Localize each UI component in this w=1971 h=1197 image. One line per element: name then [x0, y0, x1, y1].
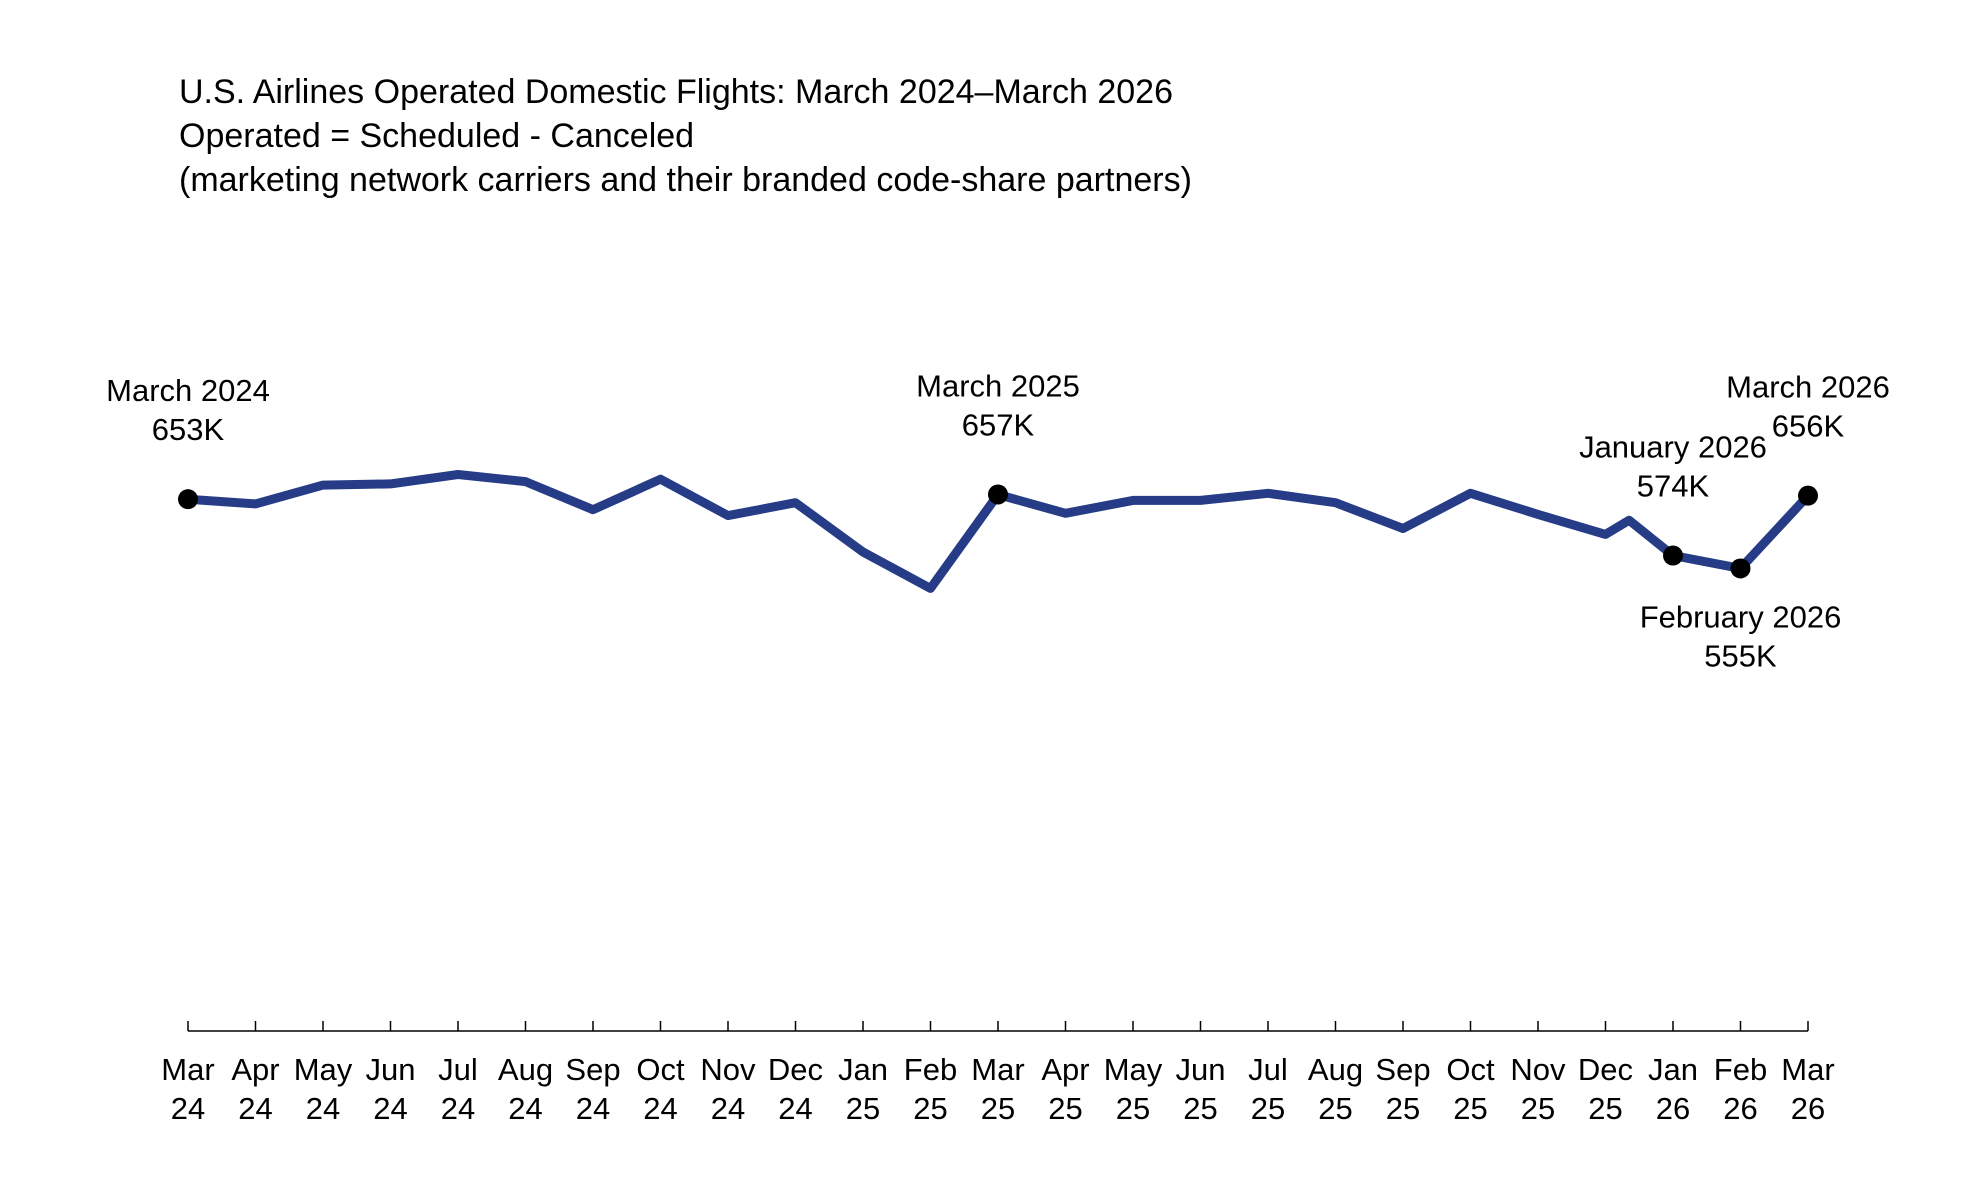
data-point-marker: [1798, 485, 1818, 506]
x-tick-label-year: 24: [576, 1091, 610, 1126]
x-tick-label-year: 24: [441, 1091, 475, 1126]
x-tick-label-month: Jun: [1176, 1052, 1226, 1087]
x-tick-label-month: Sep: [1375, 1052, 1430, 1087]
x-tick-label-month: Dec: [1578, 1052, 1633, 1087]
x-tick-label-year: 24: [306, 1091, 340, 1126]
x-tick-label-year: 25: [1048, 1091, 1082, 1126]
x-tick-label-year: 24: [373, 1091, 407, 1126]
data-annotation-label: February 2026: [1640, 599, 1842, 634]
data-annotation-label: March 2024: [106, 373, 270, 408]
x-tick-label-year: 24: [711, 1091, 745, 1126]
x-axis: Mar 24 Apr 24 May 24 Jun 24 Jul 24 Aug 24 Sep 24 Oct 24…: [161, 1021, 1835, 1126]
x-tick-label-year: 24: [778, 1091, 812, 1126]
x-tick-label-month: Mar: [1781, 1052, 1834, 1087]
x-tick-label-year: 26: [1656, 1091, 1690, 1126]
data-annotation-label: 657K: [962, 407, 1035, 442]
chart-title-block: U.S. Airlines Operated Domestic Flights:…: [179, 70, 1192, 202]
x-tick-label-month: Oct: [1446, 1052, 1495, 1087]
x-tick-label-month: Mar: [161, 1052, 214, 1087]
data-annotation-label: March 2025: [916, 368, 1080, 403]
x-tick-label-month: Apr: [1041, 1052, 1089, 1087]
x-tick-label-year: 24: [643, 1091, 677, 1126]
x-tick-label-month: May: [294, 1052, 353, 1087]
data-annotation-label: 656K: [1772, 409, 1845, 444]
x-tick-label-month: Sep: [565, 1052, 620, 1087]
x-tick-label-month: Jun: [366, 1052, 416, 1087]
x-tick-label-year: 24: [238, 1091, 272, 1126]
x-tick-label-year: 25: [1453, 1091, 1487, 1126]
data-point-marker: [1730, 558, 1751, 579]
x-tick-label-year: 25: [1116, 1091, 1150, 1126]
x-tick-label-year: 26: [1723, 1091, 1757, 1126]
x-tick-label-month: Jan: [838, 1052, 888, 1087]
data-point-marker: [1663, 545, 1683, 566]
data-point-marker: [988, 484, 1008, 505]
x-tick-label-year: 25: [1183, 1091, 1217, 1126]
x-tick-label-month: Nov: [1510, 1052, 1566, 1087]
data-point-marker: [178, 489, 198, 510]
x-tick-label-month: Jul: [438, 1052, 478, 1087]
chart-title: U.S. Airlines Operated Domestic Flights:…: [179, 73, 1174, 111]
x-tick-label-month: Jul: [1248, 1052, 1288, 1087]
data-annotation-label: 555K: [1704, 638, 1777, 673]
x-tick-label-year: 25: [846, 1091, 880, 1126]
x-tick-label-month: Jan: [1648, 1052, 1698, 1087]
x-tick-label-month: Mar: [971, 1052, 1024, 1087]
chart-subtitle: Operated = Scheduled - Canceled: [179, 117, 695, 155]
data-annotation-label: March 2026: [1726, 370, 1890, 405]
x-tick-label-year: 25: [1318, 1091, 1352, 1126]
markers-layer: [178, 484, 1818, 579]
series-layer: [183, 470, 1813, 593]
x-tick-label-month: Aug: [1308, 1052, 1363, 1087]
x-tick-label-month: Apr: [231, 1052, 279, 1087]
x-tick-label-year: 24: [508, 1091, 542, 1126]
x-tick-label-year: 25: [1521, 1091, 1555, 1126]
x-tick-label-month: May: [1104, 1052, 1163, 1087]
x-tick-label-year: 25: [913, 1091, 947, 1126]
data-annotation-label: January 2026: [1579, 430, 1767, 465]
data-annotation-label: 574K: [1637, 469, 1710, 504]
x-tick-label-month: Feb: [904, 1052, 957, 1087]
x-tick-label-month: Nov: [700, 1052, 756, 1087]
x-tick-label-year: 25: [1251, 1091, 1285, 1126]
x-tick-label-year: 25: [1386, 1091, 1420, 1126]
x-tick-label-month: Feb: [1714, 1052, 1767, 1087]
x-tick-label-year: 25: [1588, 1091, 1622, 1126]
data-annotation-label: 653K: [152, 412, 225, 447]
annotations-layer: March 2024 653K March 2025 657K January 2026…: [106, 368, 1890, 673]
x-tick-label-year: 24: [171, 1091, 205, 1126]
x-tick-label-month: Oct: [636, 1052, 685, 1087]
chart-note: (marketing network carriers and their br…: [179, 161, 1192, 199]
x-tick-label-year: 26: [1791, 1091, 1825, 1126]
x-tick-label-month: Dec: [768, 1052, 823, 1087]
series-line: [183, 470, 1813, 593]
x-tick-label-month: Aug: [498, 1052, 553, 1087]
x-tick-label-year: 25: [981, 1091, 1015, 1126]
